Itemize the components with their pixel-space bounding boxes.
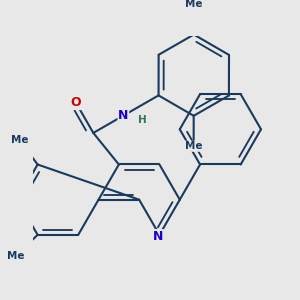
Text: N: N [118,109,128,122]
Text: Me: Me [7,251,24,261]
Text: Me: Me [185,141,203,151]
Text: H: H [138,115,147,125]
Text: Me: Me [185,0,203,9]
Text: O: O [71,96,81,110]
Text: Me: Me [11,135,28,145]
Text: N: N [153,230,163,243]
